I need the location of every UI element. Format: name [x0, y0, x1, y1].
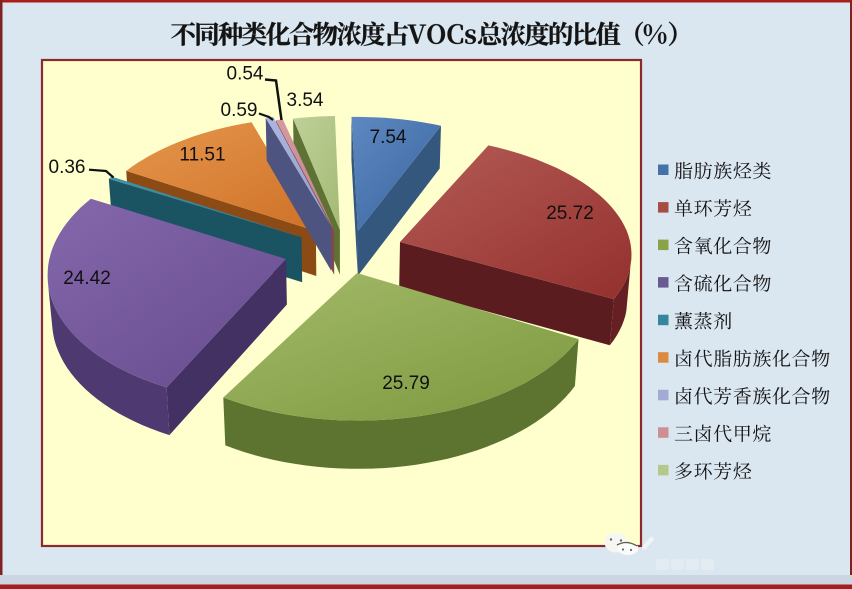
svg-text:3.54: 3.54 [287, 90, 324, 111]
svg-text:7.54: 7.54 [370, 127, 407, 148]
svg-text:0.59: 0.59 [221, 100, 258, 121]
svg-text:11.51: 11.51 [179, 145, 225, 166]
svg-text:25.72: 25.72 [546, 203, 594, 224]
svg-text:24.42: 24.42 [63, 268, 111, 289]
svg-text:0.54: 0.54 [227, 64, 264, 85]
svg-text:25.79: 25.79 [382, 373, 430, 394]
svg-text:0.36: 0.36 [49, 157, 86, 178]
